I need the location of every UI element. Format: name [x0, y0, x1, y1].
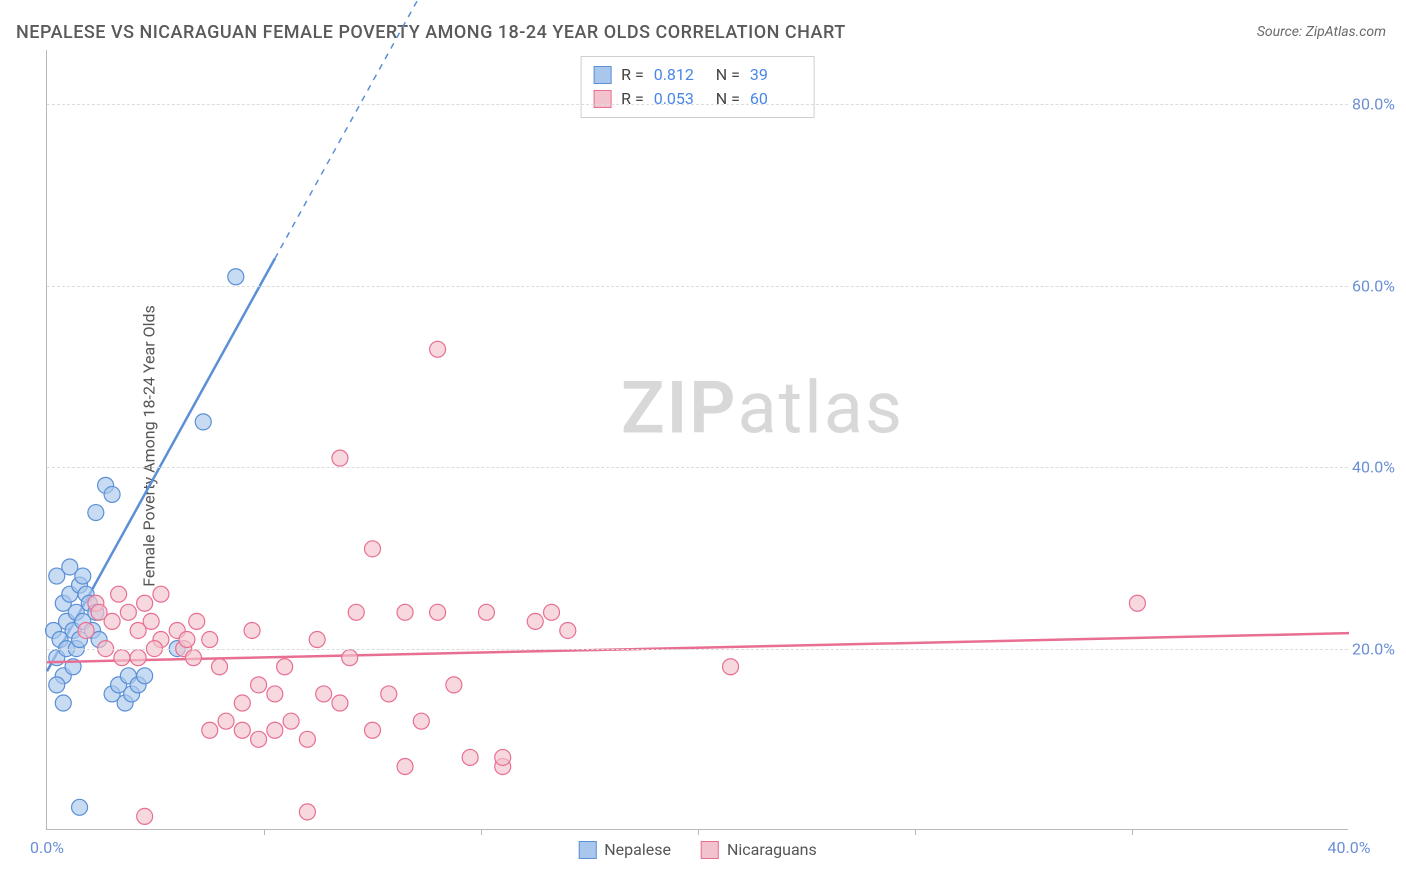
data-point-nicaraguans [462, 749, 478, 765]
legend-label-nepalese: Nepalese [604, 840, 671, 859]
data-point-nicaraguans [342, 650, 358, 666]
data-point-nicaraguans [495, 749, 511, 765]
source-attribution: Source: ZipAtlas.com [1257, 24, 1386, 40]
data-point-nicaraguans [299, 731, 315, 747]
data-point-nicaraguans [723, 659, 739, 675]
legend-stats-row-0: R = 0.812 N = 39 [593, 63, 802, 87]
data-point-nepalese [195, 414, 211, 430]
y-tick-label: 60.0% [1352, 276, 1406, 295]
x-tick [1132, 829, 1133, 835]
data-point-nepalese [75, 568, 91, 584]
data-point-nicaraguans [189, 613, 205, 629]
x-tick-label: 40.0% [1328, 838, 1371, 857]
y-tick-label: 40.0% [1352, 458, 1406, 477]
legend-label-nicaraguans: Nicaraguans [727, 840, 817, 859]
data-point-nicaraguans [130, 650, 146, 666]
r-label: R = [621, 87, 644, 111]
gridline [47, 467, 1348, 468]
data-point-nicaraguans [218, 713, 234, 729]
data-point-nepalese [137, 668, 153, 684]
legend-series: Nepalese Nicaraguans [578, 840, 817, 859]
data-point-nicaraguans [202, 722, 218, 738]
r-value-nicaraguans: 0.053 [654, 87, 706, 111]
data-point-nicaraguans [446, 677, 462, 693]
data-point-nepalese [104, 486, 120, 502]
data-point-nicaraguans [234, 722, 250, 738]
data-point-nicaraguans [212, 659, 228, 675]
data-point-nicaraguans [430, 604, 446, 620]
gridline [47, 104, 1348, 105]
y-tick-label: 80.0% [1352, 95, 1406, 114]
legend-swatch-nepalese [578, 841, 596, 859]
data-point-nepalese [88, 505, 104, 521]
data-point-nicaraguans [544, 604, 560, 620]
y-tick-label: 20.0% [1352, 639, 1406, 658]
data-point-nicaraguans [78, 622, 94, 638]
data-point-nicaraguans [560, 622, 576, 638]
data-point-nicaraguans [309, 632, 325, 648]
data-point-nicaraguans [267, 686, 283, 702]
chart-svg [47, 50, 1348, 829]
data-point-nicaraguans [332, 695, 348, 711]
n-value-nicaraguans: 60 [750, 87, 802, 111]
data-point-nicaraguans [397, 604, 413, 620]
legend-item-nepalese: Nepalese [578, 840, 671, 859]
data-point-nicaraguans [120, 604, 136, 620]
data-point-nicaraguans [202, 632, 218, 648]
n-label: N = [716, 63, 740, 87]
data-point-nepalese [228, 269, 244, 285]
data-point-nicaraguans [527, 613, 543, 629]
data-point-nicaraguans [114, 650, 130, 666]
data-point-nicaraguans [234, 695, 250, 711]
data-point-nicaraguans [1129, 595, 1145, 611]
data-point-nicaraguans [430, 341, 446, 357]
data-point-nepalese [72, 799, 88, 815]
legend-swatch-nepalese [593, 66, 611, 84]
gridline [47, 286, 1348, 287]
data-point-nicaraguans [143, 613, 159, 629]
data-point-nicaraguans [277, 659, 293, 675]
data-point-nicaraguans [332, 450, 348, 466]
data-point-nicaraguans [381, 686, 397, 702]
data-point-nicaraguans [251, 677, 267, 693]
data-point-nicaraguans [283, 713, 299, 729]
x-tick [915, 829, 916, 835]
n-label: N = [716, 87, 740, 111]
data-point-nicaraguans [137, 808, 153, 824]
data-point-nicaraguans [413, 713, 429, 729]
legend-stats-row-1: R = 0.053 N = 60 [593, 87, 802, 111]
data-point-nicaraguans [91, 604, 107, 620]
data-point-nepalese [49, 677, 65, 693]
data-point-nicaraguans [137, 595, 153, 611]
data-point-nicaraguans [251, 731, 267, 747]
r-value-nepalese: 0.812 [654, 63, 706, 87]
data-point-nicaraguans [153, 586, 169, 602]
chart-title: NEPALESE VS NICARAGUAN FEMALE POVERTY AM… [16, 22, 846, 43]
data-point-nicaraguans [365, 722, 381, 738]
data-point-nepalese [55, 695, 71, 711]
data-point-nicaraguans [111, 586, 127, 602]
x-tick-label: 0.0% [30, 838, 64, 857]
legend-item-nicaraguans: Nicaraguans [701, 840, 817, 859]
plot-area: ZIPatlas R = 0.812 N = 39 R = 0.053 N = … [46, 50, 1348, 830]
legend-stats: R = 0.812 N = 39 R = 0.053 N = 60 [580, 56, 815, 118]
data-point-nicaraguans [179, 632, 195, 648]
x-tick [481, 829, 482, 835]
r-label: R = [621, 63, 644, 87]
x-tick [698, 829, 699, 835]
gridline [47, 649, 1348, 650]
data-point-nicaraguans [348, 604, 364, 620]
data-point-nicaraguans [397, 759, 413, 775]
data-point-nicaraguans [478, 604, 494, 620]
data-point-nicaraguans [299, 804, 315, 820]
data-point-nicaraguans [365, 541, 381, 557]
x-tick [264, 829, 265, 835]
data-point-nicaraguans [244, 622, 260, 638]
data-point-nicaraguans [316, 686, 332, 702]
legend-swatch-nicaraguans [701, 841, 719, 859]
data-point-nicaraguans [267, 722, 283, 738]
data-point-nicaraguans [185, 650, 201, 666]
n-value-nepalese: 39 [750, 63, 802, 87]
